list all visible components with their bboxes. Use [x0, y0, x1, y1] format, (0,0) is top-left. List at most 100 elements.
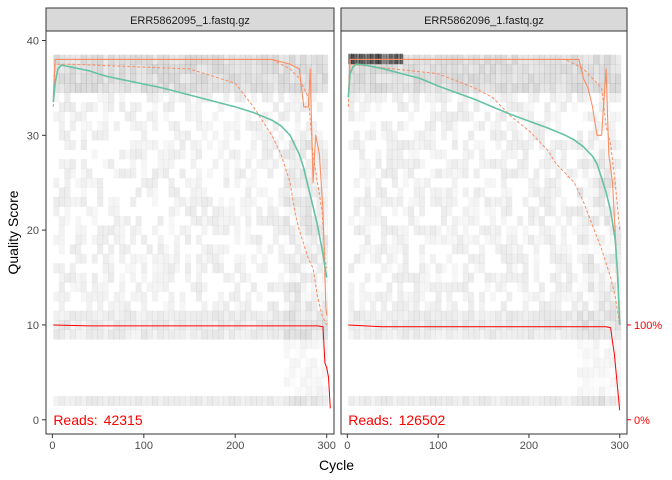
heat-tile [256, 396, 263, 406]
heat-tile [311, 310, 318, 321]
heat-tile [365, 225, 371, 235]
heat-tile [184, 177, 192, 188]
heat-tile [86, 178, 92, 188]
heat-tile [577, 150, 583, 160]
heat-tile [163, 112, 169, 122]
heat-tile [604, 225, 610, 235]
heat-tile [305, 168, 312, 179]
heat-tile [294, 396, 301, 406]
heat-tile [577, 263, 583, 273]
heat-tile [593, 73, 600, 84]
heat-tile [108, 254, 114, 264]
heat-tile [146, 177, 153, 188]
heat-tile [506, 149, 513, 160]
heat-tile [212, 159, 219, 169]
heat-tile [615, 206, 621, 216]
heat-tile [397, 310, 404, 321]
heat-tile [278, 130, 285, 141]
heat-tile [364, 92, 371, 103]
heat-tile [289, 196, 296, 207]
heat-tile [495, 282, 502, 293]
heat-tile [278, 253, 285, 264]
heat-tile [392, 254, 398, 264]
heat-tile [53, 111, 60, 122]
heat-tile [223, 177, 230, 188]
heat-tile [157, 310, 164, 321]
heat-tile [517, 111, 524, 122]
heat-tile [391, 149, 398, 160]
heat-tile [549, 92, 556, 103]
heat-tile [587, 263, 595, 274]
heat-tile [544, 396, 551, 406]
heat-tile [223, 206, 230, 217]
heat-tile [566, 310, 573, 321]
heat-tile [544, 149, 551, 160]
heat-tile [577, 130, 584, 141]
heat-tile [560, 396, 567, 406]
heat-tile [506, 92, 513, 103]
heat-tile [364, 396, 371, 406]
heat-tile [141, 140, 148, 150]
heat-tile [201, 64, 208, 75]
heat-tile [544, 168, 551, 179]
heat-tile [322, 329, 329, 340]
heat-tile [588, 358, 594, 368]
heat-tile [69, 83, 76, 94]
heat-tile [370, 310, 377, 321]
heat-tile [251, 131, 257, 141]
heat-tile [560, 73, 567, 84]
heat-tile [311, 377, 317, 387]
heat-tile [484, 83, 491, 94]
heat-tile [322, 140, 328, 150]
heat-tile [489, 396, 496, 406]
heat-tile [223, 310, 230, 321]
heat-tile [316, 206, 323, 217]
heat-tile [577, 83, 584, 94]
heat-tile [59, 244, 65, 254]
heat-tile [348, 140, 355, 150]
heat-tile [305, 206, 312, 217]
heat-tile [272, 121, 279, 131]
heat-tile [283, 329, 290, 340]
heat-tile [97, 244, 104, 255]
heat-tile [163, 140, 169, 150]
heat-tile [593, 54, 600, 65]
heat-tile [380, 329, 387, 340]
heat-tile [261, 73, 268, 84]
heat-tile [609, 329, 616, 340]
heat-tile [522, 159, 529, 169]
heat-tile [419, 140, 426, 150]
heat-tile [152, 253, 159, 264]
heat-tile [53, 291, 60, 302]
heat-tile [391, 159, 398, 169]
heat-tile [251, 178, 257, 188]
heat-tile [80, 396, 87, 406]
heat-tile [473, 215, 480, 226]
heat-tile [239, 92, 246, 103]
heat-tile [587, 140, 595, 150]
heat-tile [348, 92, 355, 103]
heat-tile [582, 64, 589, 75]
heat-tile [615, 73, 622, 84]
heat-tile [506, 102, 513, 112]
heat-tile [245, 310, 252, 321]
heat-tile [256, 73, 263, 84]
heat-tile [397, 149, 404, 160]
heat-tile [195, 396, 203, 406]
heat-tile [402, 253, 409, 264]
heat-tile [413, 73, 420, 84]
heat-tile [289, 358, 295, 368]
heat-tile [500, 177, 507, 188]
heat-tile [375, 92, 382, 103]
heat-tile [294, 244, 301, 255]
heat-tile [429, 187, 437, 198]
heat-tile [604, 215, 611, 226]
heat-tile [136, 254, 142, 264]
heat-tile [425, 263, 431, 273]
heat-tile [223, 140, 230, 150]
heat-tile [435, 291, 442, 302]
heat-tile [528, 102, 534, 112]
heat-tile [53, 177, 60, 188]
heat-tile [364, 64, 371, 75]
heat-tile [588, 168, 594, 178]
